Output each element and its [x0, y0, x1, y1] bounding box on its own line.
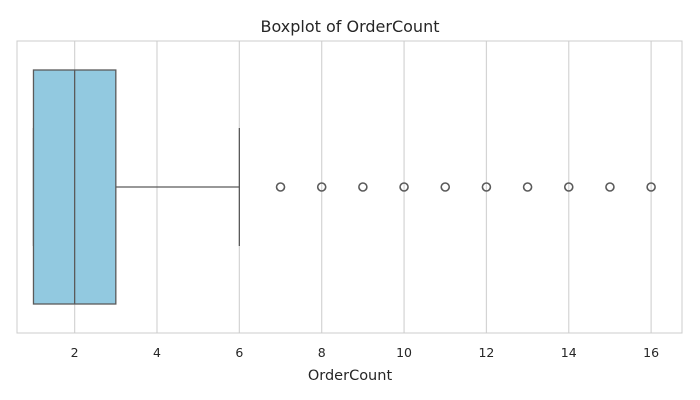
x-tick-label-16: 16: [643, 345, 659, 360]
outlier-point-11: [440, 182, 451, 192]
x-tick-labels: 2 4 6 8 10 12 14 16: [71, 345, 659, 360]
x-tick-label-6: 6: [235, 345, 243, 360]
x-tick-label-10: 10: [396, 345, 412, 360]
outlier-point-12: [481, 182, 492, 192]
x-tick-label-8: 8: [318, 345, 326, 360]
outlier-point-13: [522, 182, 533, 192]
x-tick-label-4: 4: [153, 345, 161, 360]
outlier-point-9: [358, 182, 368, 192]
x-axis-label: OrderCount: [308, 368, 393, 384]
plot-area: [32, 69, 656, 305]
x-tick-label-12: 12: [478, 345, 494, 360]
chart-title: Boxplot of OrderCount: [261, 17, 440, 36]
outlier-point-14: [563, 182, 574, 192]
outlier-point-16: [646, 182, 656, 192]
x-tick-label-14: 14: [561, 345, 577, 360]
outlier-point-8: [316, 182, 327, 192]
outlier-point-10: [399, 182, 409, 192]
x-tick-label-2: 2: [71, 345, 79, 360]
plot-frame: [16, 40, 683, 334]
outlier-point-15: [605, 182, 615, 192]
outlier-point-7: [275, 182, 286, 192]
